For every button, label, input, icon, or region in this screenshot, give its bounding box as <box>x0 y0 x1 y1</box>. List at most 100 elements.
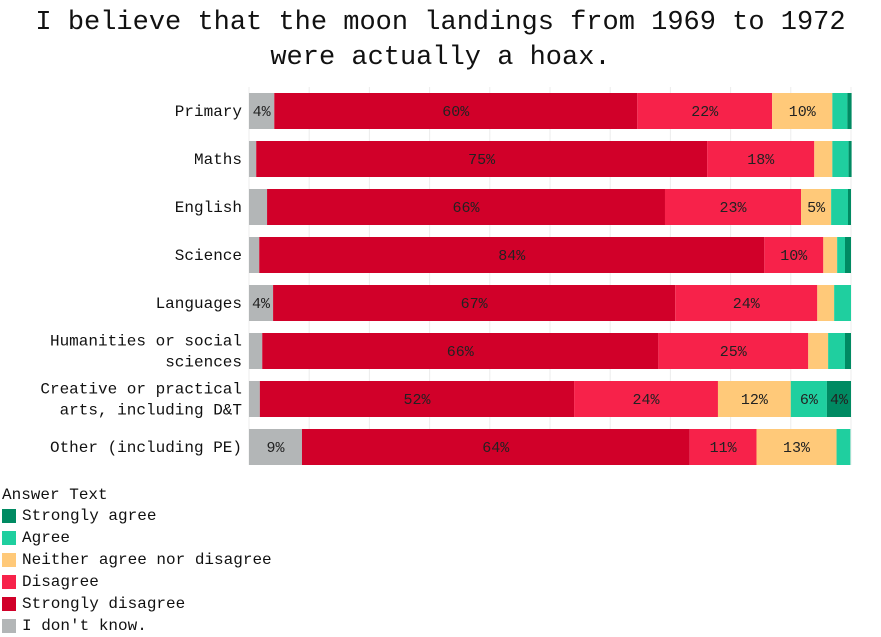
data-label: 12% <box>741 392 769 409</box>
category-label: Humanities or social <box>50 333 242 351</box>
data-label: 4% <box>252 296 271 313</box>
legend-label: Strongly disagree <box>22 595 186 613</box>
bar-segment <box>832 141 849 177</box>
bar-segment <box>249 141 257 177</box>
category-label: Languages <box>156 295 242 313</box>
bar-segment <box>844 333 851 369</box>
legend-item[interactable]: Disagree <box>2 571 272 593</box>
category-label: Science <box>175 247 242 265</box>
data-label: 4% <box>253 104 272 121</box>
bar-segment <box>717 381 791 417</box>
bar-segment <box>828 333 845 369</box>
legend-label: Agree <box>22 529 71 547</box>
bar-segment <box>848 141 852 177</box>
legend-title: Answer Text <box>2 486 108 504</box>
data-label: 84% <box>498 248 526 265</box>
category-label: Creative or practical <box>40 381 242 399</box>
legend-label: Disagree <box>22 573 99 591</box>
bar-segment <box>259 237 765 273</box>
data-label: 24% <box>733 296 761 313</box>
legend-item[interactable]: Agree <box>2 527 272 549</box>
category-label: arts, including D&T <box>60 402 242 420</box>
legend-swatch <box>2 575 16 589</box>
legend-swatch <box>2 597 16 611</box>
bar-segment <box>801 189 832 225</box>
bar-segment <box>832 93 848 129</box>
data-label: 4% <box>830 392 849 409</box>
bar-segment <box>274 93 638 129</box>
bar-segment <box>249 333 263 369</box>
data-label: 23% <box>720 200 748 217</box>
bar-segment <box>823 237 838 273</box>
legend-swatch <box>2 619 16 633</box>
bar-segment <box>249 381 260 417</box>
chart-title: I believe that the moon landings from 19… <box>35 8 846 73</box>
bar-segment <box>689 429 757 465</box>
legend-item[interactable]: Strongly agree <box>2 505 272 527</box>
data-label: 75% <box>468 152 496 169</box>
bar-segment <box>262 333 659 369</box>
data-label: 9% <box>266 440 285 457</box>
data-label: 25% <box>720 344 748 361</box>
legend-label: Strongly agree <box>22 507 157 525</box>
data-label: 18% <box>747 152 775 169</box>
bar-segment <box>847 189 851 225</box>
bar-segment <box>817 285 835 321</box>
legend: Answer Text Strongly agree Agree Neither a… <box>2 485 272 637</box>
legend-item[interactable]: Strongly disagree <box>2 593 272 615</box>
legend-item[interactable]: I don't know. <box>2 615 272 637</box>
bar-segment <box>249 285 274 321</box>
bar-segment <box>259 381 575 417</box>
legend-swatch <box>2 509 16 523</box>
bar-segment <box>837 237 845 273</box>
category-label: English <box>175 199 242 217</box>
data-label: 24% <box>633 392 661 409</box>
bar-segment <box>831 189 848 225</box>
bar-segment <box>637 93 773 129</box>
bar-segment <box>834 285 851 321</box>
data-label: 10% <box>789 104 817 121</box>
data-label: 13% <box>783 440 811 457</box>
bar-segment <box>836 429 851 465</box>
bar-segment <box>249 189 268 225</box>
data-label: 66% <box>447 344 475 361</box>
bar-segment <box>273 285 676 321</box>
data-label: 6% <box>800 392 819 409</box>
data-label: 11% <box>710 440 738 457</box>
bar-segment <box>790 381 827 417</box>
bar-segment <box>675 285 818 321</box>
data-label: 10% <box>780 248 808 265</box>
legend-label: Neither agree nor disagree <box>22 551 272 569</box>
legend-swatch <box>2 553 16 567</box>
legend-item[interactable]: Neither agree nor disagree <box>2 549 272 571</box>
bar-segment <box>844 237 851 273</box>
bar-segment <box>249 429 302 465</box>
bar-segment <box>756 429 837 465</box>
bar-segment <box>707 141 815 177</box>
bar-segment <box>574 381 718 417</box>
bar-segment <box>256 141 708 177</box>
bar-segment <box>764 237 824 273</box>
bar-segment <box>772 93 833 129</box>
bar-segment <box>664 189 802 225</box>
data-label: 67% <box>461 296 489 313</box>
legend-swatch <box>2 531 16 545</box>
data-label: 52% <box>403 392 431 409</box>
data-label: 22% <box>691 104 719 121</box>
bar-segment <box>826 381 851 417</box>
category-label: sciences <box>165 354 242 372</box>
legend-label: I don't know. <box>22 617 147 635</box>
category-label: Maths <box>194 151 242 169</box>
data-label: 64% <box>482 440 510 457</box>
bar-segment <box>249 93 275 129</box>
bar-segment <box>814 141 833 177</box>
bar-segment <box>267 189 665 225</box>
bar-segment <box>847 93 852 129</box>
bar-segment <box>808 333 829 369</box>
data-label: 5% <box>807 200 826 217</box>
bar-segment <box>249 237 260 273</box>
category-label: Other (including PE) <box>50 439 242 457</box>
bar-segment <box>301 429 690 465</box>
bar-segment <box>658 333 809 369</box>
